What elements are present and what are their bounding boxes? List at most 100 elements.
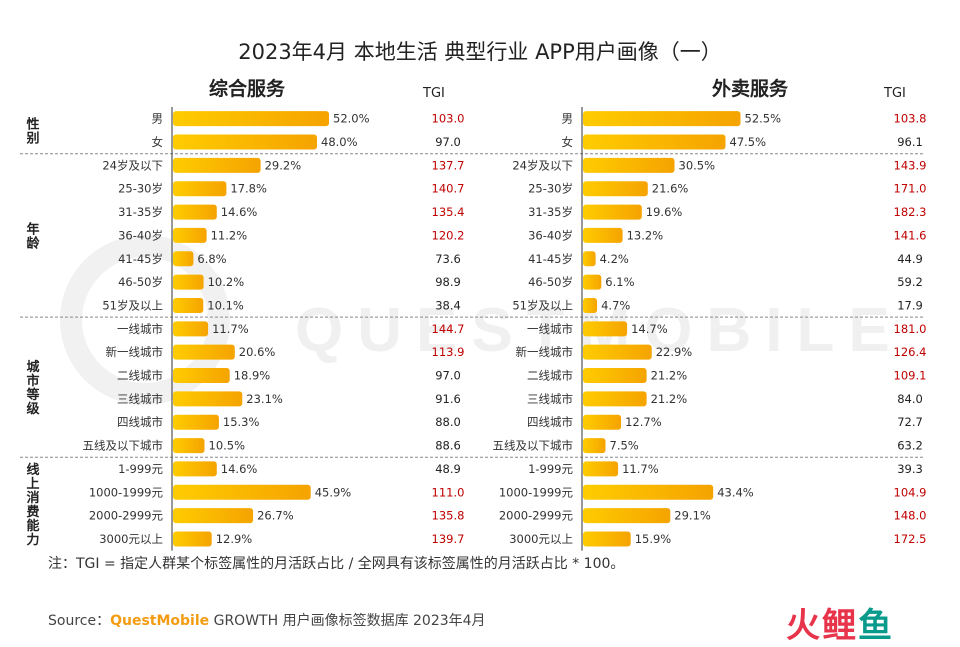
logo-part-1: 火 [786, 606, 822, 646]
value-label: 12.9% [216, 532, 253, 546]
tgi-header-left: TGI [423, 86, 445, 101]
bar [173, 508, 254, 524]
value-label: 11.7% [622, 462, 659, 476]
source-line: Source：QuestMobile GROWTH 用户画像标签数据库 2023… [48, 610, 486, 630]
tgi-value: 143.9 [894, 158, 927, 172]
category-label: 新一线城市 [106, 345, 164, 359]
group-label-char: 能 [26, 518, 39, 534]
category-label: 女 [152, 135, 164, 149]
tgi-value: 97.0 [435, 135, 461, 149]
value-label: 6.1% [605, 275, 634, 289]
category-label: 3000元以上 [509, 532, 573, 546]
bar [173, 484, 311, 500]
bar [583, 531, 631, 547]
value-label: 21.6% [652, 182, 689, 196]
tgi-value: 38.4 [435, 298, 461, 312]
bar [173, 461, 217, 477]
tgi-value: 141.6 [894, 228, 927, 242]
tgi-value: 73.6 [435, 252, 461, 266]
tgi-value: 120.2 [432, 228, 465, 242]
bar [583, 181, 648, 197]
bar [173, 344, 235, 360]
category-label: 一线城市 [117, 322, 163, 336]
category-label: 31-35岁 [118, 205, 163, 219]
group-label-char: 线 [26, 462, 39, 478]
tgi-value: 17.9 [897, 298, 923, 312]
value-label: 26.7% [257, 509, 294, 523]
category-label: 36-40岁 [118, 228, 163, 242]
category-label: 1000-1999元 [499, 485, 574, 499]
tgi-value: 96.1 [897, 135, 923, 149]
bar [173, 134, 317, 150]
source-prefix: Source： [48, 613, 111, 629]
value-label: 15.3% [223, 415, 260, 429]
category-label: 女 [562, 135, 574, 149]
group-label-char: 龄 [26, 235, 40, 251]
logo: 火鲤鱼 [786, 598, 894, 647]
bar [173, 368, 230, 384]
tgi-value: 104.9 [894, 485, 927, 499]
group-label-char: 级 [26, 401, 40, 417]
group-label-char: 城 [26, 359, 39, 375]
category-label: 51岁及以上 [512, 298, 573, 312]
category-label: 1000-1999元 [89, 485, 164, 499]
category-label: 2000-2999元 [89, 509, 164, 523]
group-label-char: 上 [26, 477, 39, 492]
value-label: 14.7% [631, 322, 668, 336]
tgi-value: 181.0 [894, 322, 927, 336]
tgi-value: 98.9 [435, 275, 461, 289]
category-label: 41-45岁 [118, 252, 163, 266]
tgi-value: 72.7 [897, 415, 923, 429]
tgi-header-right: TGI [884, 86, 906, 101]
bar [583, 414, 622, 430]
tgi-value: 97.0 [435, 369, 461, 383]
panel-title-right: 外卖服务 [712, 78, 789, 100]
source-brand: QuestMobile [110, 613, 210, 629]
value-label: 11.7% [212, 322, 249, 336]
group-label-char: 力 [26, 532, 39, 548]
tgi-value: 137.7 [432, 158, 465, 172]
bar [583, 438, 606, 454]
value-label: 15.9% [635, 532, 672, 546]
category-label: 五线及以下城市 [493, 439, 574, 453]
group-label-char: 消 [26, 490, 39, 506]
bar [583, 204, 642, 220]
category-label: 四线城市 [117, 415, 163, 429]
category-label: 1-999元 [528, 462, 573, 476]
bar [173, 391, 243, 407]
tgi-value: 88.6 [435, 439, 461, 453]
panel-title-left: 综合服务 [209, 78, 286, 100]
group-label-char: 年 [26, 221, 39, 237]
bar [173, 181, 227, 197]
value-label: 13.2% [627, 228, 664, 242]
value-label: 22.9% [656, 345, 693, 359]
bar [583, 251, 596, 267]
tgi-value: 135.8 [432, 509, 465, 523]
tgi-value: 48.9 [435, 462, 461, 476]
value-label: 23.1% [246, 392, 283, 406]
tgi-value: 103.8 [894, 112, 927, 126]
value-label: 4.2% [600, 252, 629, 266]
group-label-char: 等 [25, 387, 39, 403]
bar [583, 111, 741, 127]
category-label: 三线城市 [117, 392, 163, 406]
tgi-value: 84.0 [897, 392, 923, 406]
category-label: 二线城市 [527, 369, 573, 383]
tgi-value: 109.1 [894, 369, 927, 383]
bar [173, 531, 212, 547]
category-label: 25-30岁 [118, 182, 163, 196]
bar [583, 227, 623, 243]
value-label: 17.8% [230, 182, 267, 196]
tgi-value: 148.0 [894, 509, 927, 523]
bar [583, 157, 675, 173]
value-label: 20.6% [239, 345, 276, 359]
bar [173, 251, 194, 267]
bar [583, 461, 619, 477]
value-label: 4.7% [601, 298, 630, 312]
value-label: 21.2% [651, 369, 688, 383]
category-label: 二线城市 [117, 369, 163, 383]
tgi-value: 144.7 [432, 322, 465, 336]
bar [173, 157, 261, 173]
value-label: 52.0% [333, 112, 370, 126]
page-title: 2023年4月 本地生活 典型行业 APP用户画像（一） [238, 40, 722, 64]
